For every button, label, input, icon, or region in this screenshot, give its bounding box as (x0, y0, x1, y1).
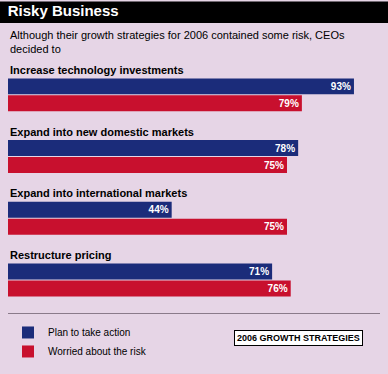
svg-text:Restructure pricing: Restructure pricing (10, 249, 111, 261)
svg-text:Although their growth strategi: Although their growth strategies for 200… (10, 29, 345, 55)
svg-text:75%: 75% (264, 221, 284, 232)
svg-text:79%: 79% (279, 98, 299, 109)
svg-text:93%: 93% (331, 81, 351, 92)
svg-text:75%: 75% (264, 160, 284, 171)
svg-text:78%: 78% (275, 143, 295, 154)
svg-text:76%: 76% (268, 283, 288, 294)
svg-text:Increase technology investment: Increase technology investments (10, 64, 184, 76)
svg-text:2006 GROWTH STRATEGIES: 2006 GROWTH STRATEGIES (237, 333, 360, 343)
svg-text:Worried about the risk: Worried about the risk (48, 346, 147, 357)
svg-text:71%: 71% (249, 266, 269, 277)
svg-text:Risky Business: Risky Business (8, 2, 119, 19)
svg-text:Expand into new domestic marke: Expand into new domestic markets (10, 126, 194, 138)
svg-text:Plan to take action: Plan to take action (48, 327, 130, 338)
svg-text:44%: 44% (149, 204, 169, 215)
svg-text:Expand into international mark: Expand into international markets (10, 187, 187, 199)
